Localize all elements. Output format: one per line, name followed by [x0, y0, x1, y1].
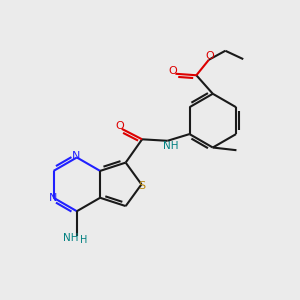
Text: N: N	[72, 151, 80, 161]
Text: NH: NH	[163, 141, 179, 151]
Text: N: N	[49, 194, 57, 203]
Text: H: H	[80, 236, 87, 245]
Text: S: S	[139, 181, 145, 191]
Text: O: O	[115, 121, 124, 131]
Text: O: O	[205, 51, 214, 61]
Text: NH: NH	[62, 233, 78, 243]
Text: O: O	[168, 66, 177, 76]
